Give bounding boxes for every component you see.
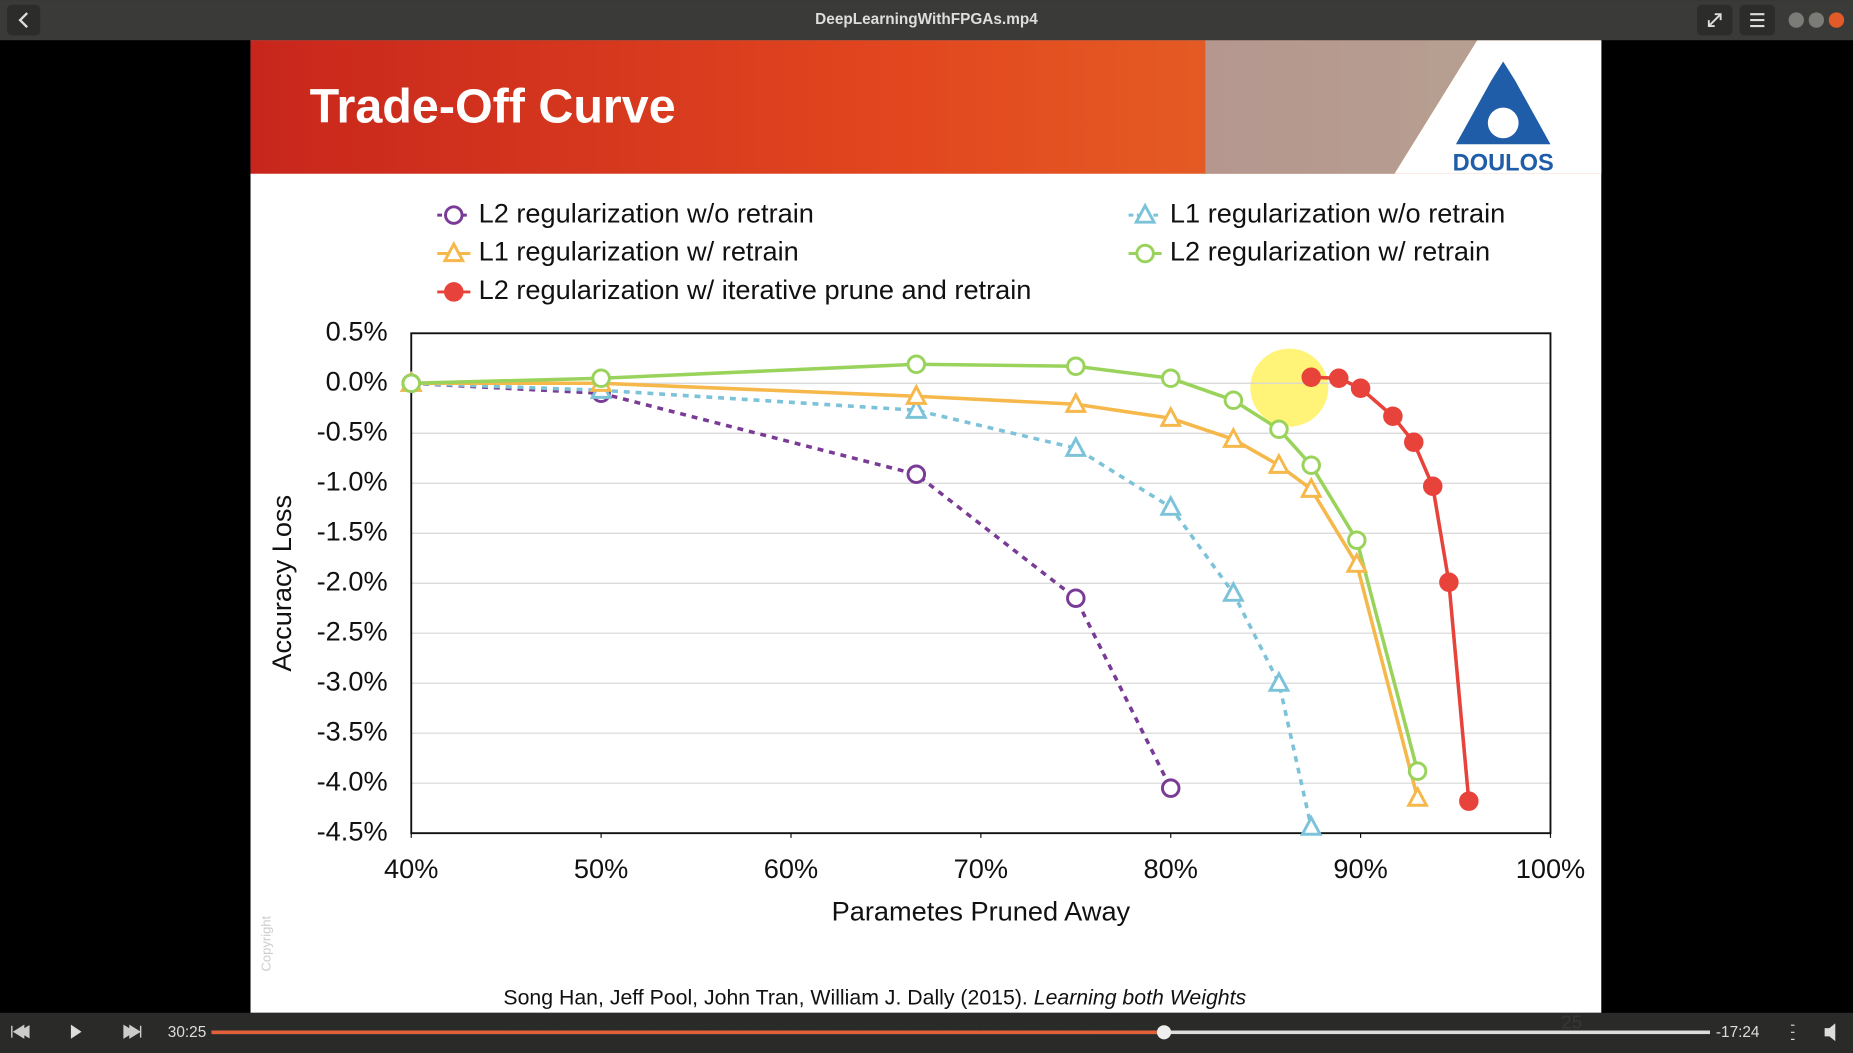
marker <box>401 373 422 394</box>
marker <box>1407 761 1428 781</box>
marker <box>1066 588 1086 608</box>
y-axis-title: Accuracy Loss <box>266 495 297 672</box>
progress-handle[interactable] <box>1156 1025 1172 1040</box>
y-tick-label: -4.5% <box>317 815 388 846</box>
marker <box>1222 426 1245 448</box>
y-tick-label: -1.0% <box>317 465 388 496</box>
watermark: Copyright <box>259 915 274 971</box>
previous-button[interactable] <box>11 1024 30 1039</box>
marker <box>1064 435 1088 457</box>
series-line <box>411 381 1420 799</box>
citation-authors: Song Han, Jeff Pool, John Tran, William … <box>503 985 1027 1009</box>
marker <box>1299 476 1323 498</box>
marker <box>1135 243 1155 264</box>
marker <box>1223 390 1244 411</box>
x-tick-label: 40% <box>384 853 438 884</box>
marker <box>904 383 928 405</box>
y-tick-label: 0.0% <box>326 365 388 396</box>
y-tick-label: -1.5% <box>317 515 388 546</box>
marker <box>906 464 927 484</box>
x-axis-title: Parametes Pruned Away <box>832 896 1131 927</box>
x-tick-label: 70% <box>954 853 1008 884</box>
series-line <box>411 362 1420 772</box>
y-tick-label: -3.0% <box>317 665 388 696</box>
marker <box>1329 368 1349 389</box>
next-button[interactable] <box>123 1024 142 1039</box>
chart: 0.5% 0.0% -0.5% -1.0% -1.5% -2.0% -2.5% -3.0% -3… <box>266 197 1585 926</box>
marker <box>1267 670 1291 692</box>
marker <box>1160 778 1181 798</box>
marker <box>1404 432 1424 453</box>
marker <box>1350 378 1371 399</box>
marker <box>1459 791 1479 811</box>
marker <box>906 354 927 375</box>
marker <box>1269 419 1289 440</box>
slide <box>250 40 1602 1013</box>
marker <box>1267 452 1291 474</box>
marker <box>1345 551 1369 573</box>
marker <box>591 368 611 389</box>
logo-drop <box>1487 107 1519 139</box>
y-tick-label: 0.5% <box>326 315 388 346</box>
x-tick-label: 50% <box>574 853 628 884</box>
cursor-highlight <box>1250 348 1329 427</box>
play-button[interactable] <box>70 1024 82 1039</box>
marker <box>1301 455 1321 476</box>
marker <box>1159 494 1183 516</box>
slide-title: Trade-Off Curve <box>310 80 676 134</box>
citation-line-1: Song Han, Jeff Pool, John Tran, William … <box>503 985 1246 1009</box>
y-tick-label: -3.5% <box>317 715 388 746</box>
marker <box>1439 572 1459 592</box>
x-tick-label: 90% <box>1333 853 1387 884</box>
marker <box>444 282 464 302</box>
marker <box>1133 202 1157 224</box>
marker <box>1066 356 1086 377</box>
minimize-button[interactable] <box>1788 12 1804 28</box>
marker <box>1064 391 1088 413</box>
volume-button[interactable] <box>1824 1023 1836 1042</box>
title-bar <box>0 0 1853 41</box>
y-tick-label: -2.0% <box>317 565 388 596</box>
back-button[interactable] <box>7 4 41 36</box>
fullscreen-icon <box>1707 13 1722 27</box>
maximize-button[interactable] <box>1808 12 1825 28</box>
y-tick-label: -0.5% <box>317 415 388 446</box>
x-tick-label: 60% <box>764 853 818 884</box>
marker <box>1160 368 1181 389</box>
marker <box>444 205 464 225</box>
marker <box>1423 476 1443 496</box>
x-tick-label: 100% <box>1516 853 1586 884</box>
series-line <box>411 381 1313 828</box>
logo-mark <box>1455 61 1551 145</box>
legend-label: L2 regularization w/ retrain <box>1170 236 1490 267</box>
elapsed-time: 30:25 <box>168 1024 206 1041</box>
legend-label: L2 regularization w/ iterative prune and… <box>479 274 1032 305</box>
marker <box>442 240 466 263</box>
marker <box>904 397 928 419</box>
y-tick-label: -4.0% <box>317 765 388 796</box>
progress-fill <box>211 1030 1165 1035</box>
window-title: DeepLearningWithFPGAs.mp4 <box>815 11 1038 28</box>
marker <box>1347 530 1367 550</box>
marker <box>1383 406 1403 427</box>
banner-graphic <box>1205 40 1478 174</box>
legend-label: L1 regularization w/ retrain <box>479 236 799 267</box>
marker <box>1299 814 1323 836</box>
y-tick-label: -2.5% <box>317 615 388 646</box>
x-tick-label: 80% <box>1144 853 1198 884</box>
back-icon <box>18 12 29 29</box>
menu-icon <box>1750 13 1765 28</box>
legend-label: L1 regularization w/o retrain <box>1170 197 1505 228</box>
marker <box>1406 785 1429 807</box>
logo-text: DOULOS <box>1453 151 1554 177</box>
legend-label: L2 regularization w/o retrain <box>479 197 814 228</box>
marker <box>1301 367 1321 388</box>
citation-title: Learning both Weights <box>1034 985 1247 1009</box>
remaining-time: -17:24 <box>1716 1024 1760 1041</box>
marker <box>1222 580 1245 602</box>
marker <box>1159 405 1183 427</box>
close-button[interactable] <box>1828 12 1845 28</box>
plot-frame <box>410 332 1552 835</box>
